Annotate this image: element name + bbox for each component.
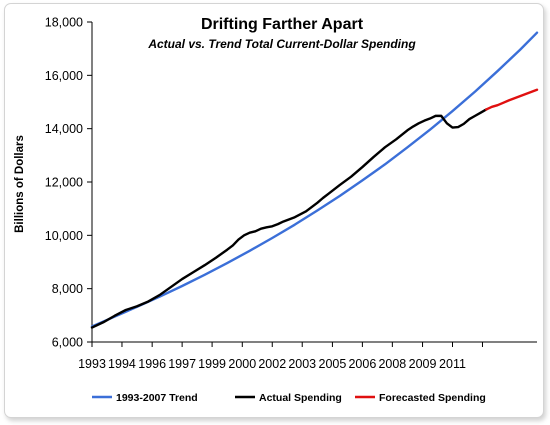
legend: 1993-2007 Trend Actual Spending Forecasted… (92, 392, 486, 404)
y-tick-label: 8,000 (52, 282, 83, 296)
y-tick-label: 6,000 (52, 336, 83, 350)
x-tick-label: 2008 (378, 357, 406, 371)
legend-label: Forecasted Spending (379, 392, 486, 404)
x-tick-label: 1999 (198, 357, 226, 371)
series-layer (90, 31, 539, 329)
axes (91, 22, 537, 343)
x-tick-label: 1993 (78, 357, 106, 371)
x-tick-label: 1997 (168, 357, 196, 371)
y-ticks: 6,000 8,000 10,000 12,000 14,000 16,000 18,000 (45, 16, 92, 350)
y-tick-label: 12,000 (45, 176, 83, 190)
legend-label: Actual Spending (259, 392, 342, 404)
series-line-trend (90, 31, 539, 328)
series-line-actual (90, 108, 488, 329)
y-tick-label: 16,000 (45, 69, 83, 83)
series-line-forecast (485, 88, 539, 111)
x-tick-label: 1994 (108, 357, 136, 371)
x-ticks: 1993 1994 1996 1997 1999 2000 2002 2003 2005 2006… (78, 342, 483, 371)
chart-title: Drifting Farther Apart (201, 16, 364, 33)
x-tick-label: 2006 (348, 357, 376, 371)
chart-frame (4, 3, 544, 418)
x-tick-label: 2011 (439, 357, 466, 371)
y-axis-label: Billions of Dollars (14, 135, 26, 233)
x-tick-label: 2005 (319, 357, 347, 371)
y-tick-label: 14,000 (45, 122, 83, 136)
x-tick-label: 1996 (138, 357, 166, 371)
x-tick-label: 2003 (288, 357, 316, 371)
x-tick-label: 2000 (228, 357, 256, 371)
x-tick-label: 2009 (409, 357, 437, 371)
legend-label: 1993-2007 Trend (116, 392, 198, 404)
x-tick-label: 2002 (258, 357, 286, 371)
y-tick-label: 10,000 (45, 229, 83, 243)
chart-subtitle: Actual vs. Trend Total Current-Dollar Sp… (147, 37, 416, 51)
y-tick-label: 18,000 (45, 16, 83, 30)
